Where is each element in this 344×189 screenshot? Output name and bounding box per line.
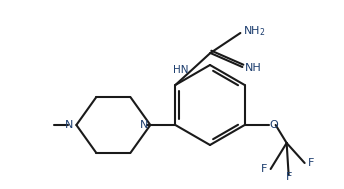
Text: NH$_2$: NH$_2$ [243,24,266,38]
Text: NH: NH [245,63,262,73]
Text: F: F [308,158,314,168]
Text: N: N [140,120,148,130]
Text: F: F [261,164,268,174]
Text: O: O [270,120,278,130]
Text: HN: HN [173,65,189,75]
Text: N: N [65,120,73,130]
Text: F: F [286,172,292,182]
